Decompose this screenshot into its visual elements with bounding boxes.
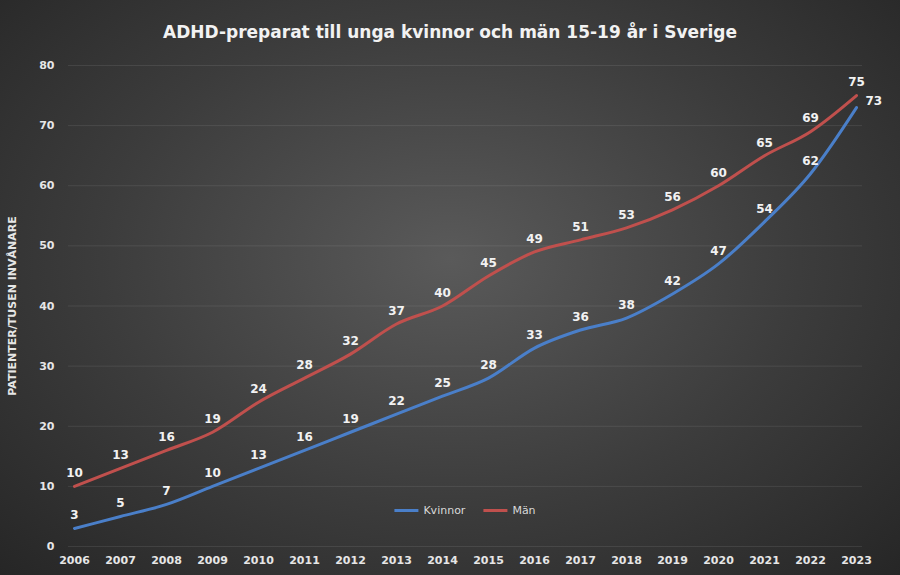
svg-text:2017: 2017 (565, 554, 596, 567)
html-text:Kvinnor: Kvinnor (423, 504, 466, 517)
svg-text:56: 56 (664, 190, 681, 204)
svg-text:38: 38 (618, 298, 635, 312)
svg-text:7: 7 (162, 484, 170, 498)
svg-text:73: 73 (866, 94, 883, 108)
svg-text:2007: 2007 (105, 554, 136, 567)
svg-text:10: 10 (66, 466, 83, 480)
svg-text:25: 25 (434, 376, 451, 390)
svg-text:65: 65 (756, 136, 773, 150)
svg-text:2021: 2021 (749, 554, 780, 567)
svg-text:37: 37 (388, 304, 405, 318)
svg-text:2016: 2016 (519, 554, 550, 567)
svg-text:2020: 2020 (703, 554, 734, 567)
svg-text:2018: 2018 (611, 554, 642, 567)
svg-text:70: 70 (39, 119, 55, 132)
svg-text:54: 54 (756, 202, 773, 216)
svg-text:19: 19 (342, 412, 359, 426)
svg-text:0: 0 (47, 540, 55, 553)
svg-text:60: 60 (710, 166, 727, 180)
svg-text:2008: 2008 (151, 554, 182, 567)
svg-text:10: 10 (39, 480, 55, 493)
svg-text:53: 53 (618, 208, 635, 222)
html-text:ADHD-preparat till unga kvinno: ADHD-preparat till unga kvinnor och män … (163, 22, 737, 42)
svg-text:49: 49 (526, 232, 543, 246)
svg-text:2011: 2011 (289, 554, 320, 567)
svg-text:42: 42 (664, 274, 681, 288)
svg-text:2013: 2013 (381, 554, 412, 567)
svg-text:75: 75 (848, 75, 865, 89)
svg-text:40: 40 (434, 286, 451, 300)
svg-text:PATIENTER/TUSEN INVÅNARE: PATIENTER/TUSEN INVÅNARE (6, 216, 19, 395)
svg-text:51: 51 (572, 220, 589, 234)
svg-text:2023: 2023 (841, 554, 872, 567)
svg-text:24: 24 (250, 382, 267, 396)
svg-text:2009: 2009 (197, 554, 228, 567)
svg-text:2012: 2012 (335, 554, 366, 567)
svg-text:40: 40 (39, 300, 55, 313)
svg-text:13: 13 (250, 448, 267, 462)
svg-text:69: 69 (802, 111, 819, 125)
svg-text:20: 20 (39, 420, 55, 433)
svg-text:2010: 2010 (243, 554, 274, 567)
svg-text:62: 62 (802, 154, 819, 168)
svg-text:2015: 2015 (473, 554, 504, 567)
html-text:Män: Män (512, 504, 536, 517)
svg-text:2006: 2006 (59, 554, 90, 567)
svg-text:22: 22 (388, 394, 405, 408)
svg-text:45: 45 (480, 256, 497, 270)
svg-text:80: 80 (39, 59, 55, 72)
svg-text:5: 5 (116, 496, 124, 510)
svg-text:32: 32 (342, 334, 359, 348)
svg-text:30: 30 (39, 360, 55, 373)
svg-text:16: 16 (158, 430, 175, 444)
svg-text:19: 19 (204, 412, 221, 426)
svg-text:2014: 2014 (427, 554, 458, 567)
svg-text:16: 16 (296, 430, 313, 444)
svg-text:10: 10 (204, 466, 221, 480)
svg-text:47: 47 (710, 244, 727, 258)
svg-text:33: 33 (526, 328, 543, 342)
svg-text:2022: 2022 (795, 554, 826, 567)
svg-text:36: 36 (572, 310, 589, 324)
svg-text:28: 28 (480, 358, 497, 372)
svg-text:50: 50 (39, 239, 55, 252)
svg-text:60: 60 (39, 179, 55, 192)
svg-text:2019: 2019 (657, 554, 688, 567)
svg-text:28: 28 (296, 358, 313, 372)
svg-text:3: 3 (70, 508, 78, 522)
svg-text:13: 13 (112, 448, 129, 462)
